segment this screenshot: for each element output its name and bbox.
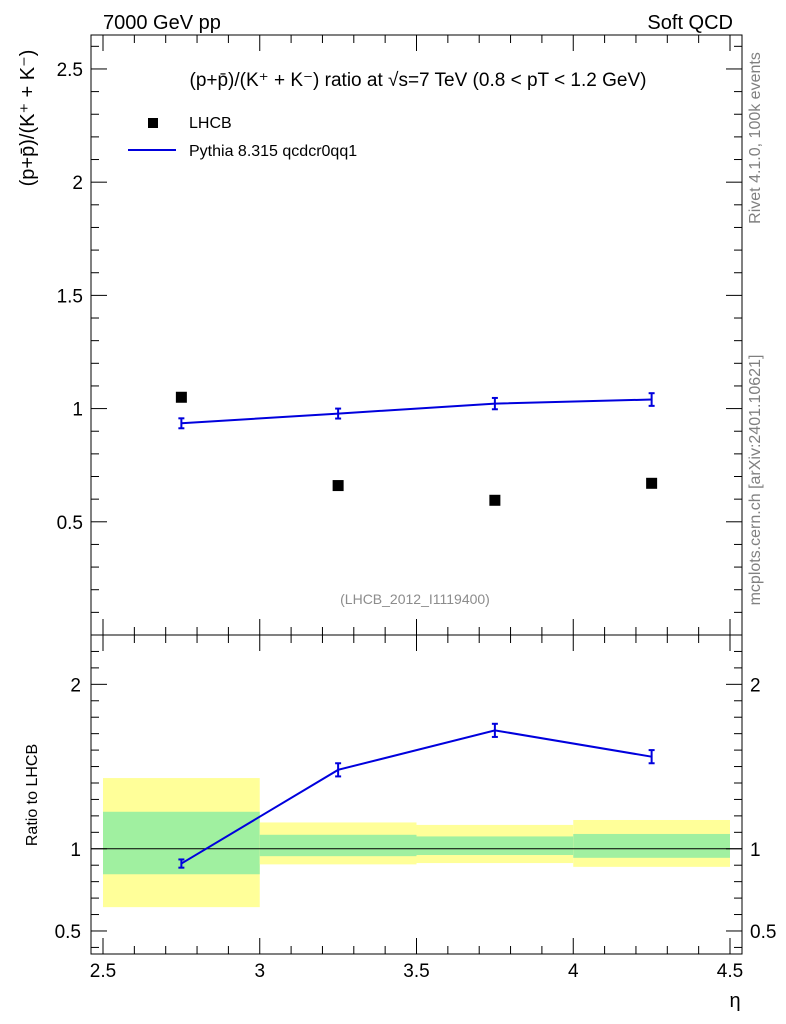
ratio-y-axis-label: Ratio to LHCB — [24, 744, 41, 846]
pythia-line — [181, 398, 652, 425]
main-y-tick-label: 1 — [72, 400, 83, 421]
x-tick-label: 4.5 — [717, 961, 743, 982]
lhcb-data-point — [332, 480, 344, 492]
lhcb-data-point — [646, 477, 658, 489]
rivet-label: Rivet 4.1.0, 100k events — [747, 52, 764, 224]
main-y-tick-label: 1.5 — [57, 286, 83, 307]
ratio-y-tick-label: 1 — [70, 840, 81, 861]
legend-entry-pythia: Pythia 8.315 qcdcr0qq1 — [189, 143, 357, 160]
legend-data-marker — [148, 118, 158, 128]
x-axis-label: η — [729, 990, 740, 1012]
header-right: Soft QCD — [647, 12, 733, 34]
ratio-uncertainty-band-inner — [416, 836, 574, 856]
ratio-y-tick-label-right: 2 — [750, 675, 761, 696]
x-tick-label: 4 — [568, 961, 579, 982]
ratio-frame — [90, 634, 743, 955]
ratio-uncertainty-band-inner — [259, 834, 417, 857]
x-tick-label: 3.5 — [403, 961, 429, 982]
main-y-tick-label: 2.5 — [57, 60, 83, 81]
ratio-y-tick-label: 0.5 — [55, 922, 81, 943]
ratio-panel: 0.5 0.5 1 1 2 2 2.5 3 3.5 4 4.5 Ratio to LHCB η — [24, 634, 776, 1012]
main-y-tick-label: 0.5 — [57, 513, 83, 534]
ratio-pythia-line — [180, 729, 652, 865]
lhcb-data-point — [175, 391, 187, 403]
lhcb-data-point — [489, 494, 501, 506]
ratio-y-tick-label-right: 0.5 — [750, 922, 776, 943]
main-y-tick-label: 2 — [72, 173, 83, 194]
main-title: (p+p̄)/(K⁺ + K⁻) ratio at √s=7 TeV (0.8 … — [190, 70, 647, 91]
x-tick-label: 3 — [254, 961, 265, 982]
ratio-y-tick-label-right: 1 — [750, 840, 761, 861]
legend: LHCB Pythia 8.315 qcdcr0qq1 — [128, 115, 357, 160]
main-panel: (p+p̄)/(K⁺ + K⁻) ratio at √s=7 TeV (0.8 … — [17, 34, 743, 636]
ratio-uncertainty-band-inner — [573, 833, 730, 858]
ratio-y-tick-label: 2 — [70, 675, 81, 696]
analysis-watermark: (LHCB_2012_I1119400) — [340, 591, 490, 607]
mcplots-label: mcplots.cern.ch [arXiv:2401.10621] — [747, 355, 764, 606]
main-y-axis-label: (p+p̄)/(K⁺ + K⁻) — [17, 50, 39, 187]
x-tick-label: 2.5 — [90, 961, 116, 982]
header-left: 7000 GeV pp — [103, 12, 221, 34]
legend-entry-lhcb: LHCB — [189, 115, 232, 132]
